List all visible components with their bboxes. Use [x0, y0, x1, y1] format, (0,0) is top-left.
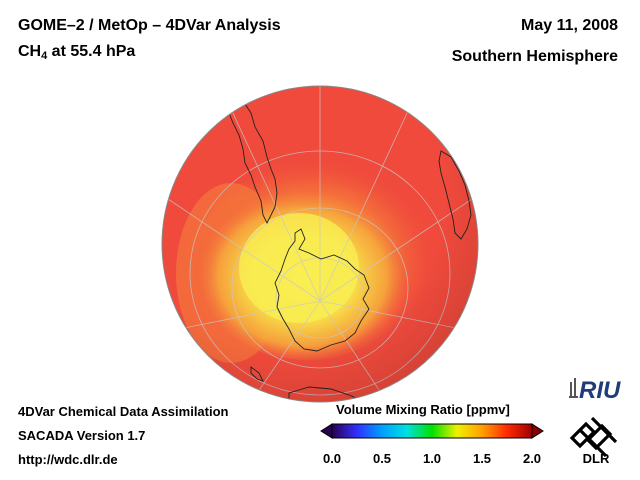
riu-logo-text: RIU	[579, 377, 621, 404]
colorbar-tick-label: 1.5	[472, 451, 492, 466]
polar-map	[161, 85, 479, 403]
riu-logo: RIU	[569, 377, 621, 404]
colorbar	[320, 423, 544, 439]
footer-assimilation-label: 4DVar Chemical Data Assimilation	[18, 404, 229, 419]
colorbar-tick-label: 1.0	[422, 451, 442, 466]
colorbar-tick-label: 0.0	[322, 451, 342, 466]
region-label: Southern Hemisphere	[451, 48, 618, 65]
colorbar-low-arrow	[320, 423, 333, 439]
dlr-logo: DLR	[569, 416, 618, 466]
colorbar-gradient	[331, 423, 533, 439]
colorbar-tick-label: 2.0	[522, 451, 542, 466]
species-label: CH4 at 55.4 hPa	[18, 43, 136, 62]
colorbar-tick-label: 0.5	[372, 451, 392, 466]
footer-version-label: SACADA Version 1.7	[18, 428, 146, 443]
globe-outline	[161, 85, 479, 403]
colorbar-title: Volume Mixing Ratio [ppmv]	[336, 402, 510, 417]
map-title: GOME–2 / MetOp – 4DVar Analysis	[18, 17, 281, 34]
colorbar-high-arrow	[531, 423, 544, 439]
dlr-logo-text: DLR	[583, 451, 610, 466]
footer-url-link[interactable]: http://wdc.dlr.de	[18, 452, 118, 467]
date-label: May 11, 2008	[521, 17, 618, 34]
